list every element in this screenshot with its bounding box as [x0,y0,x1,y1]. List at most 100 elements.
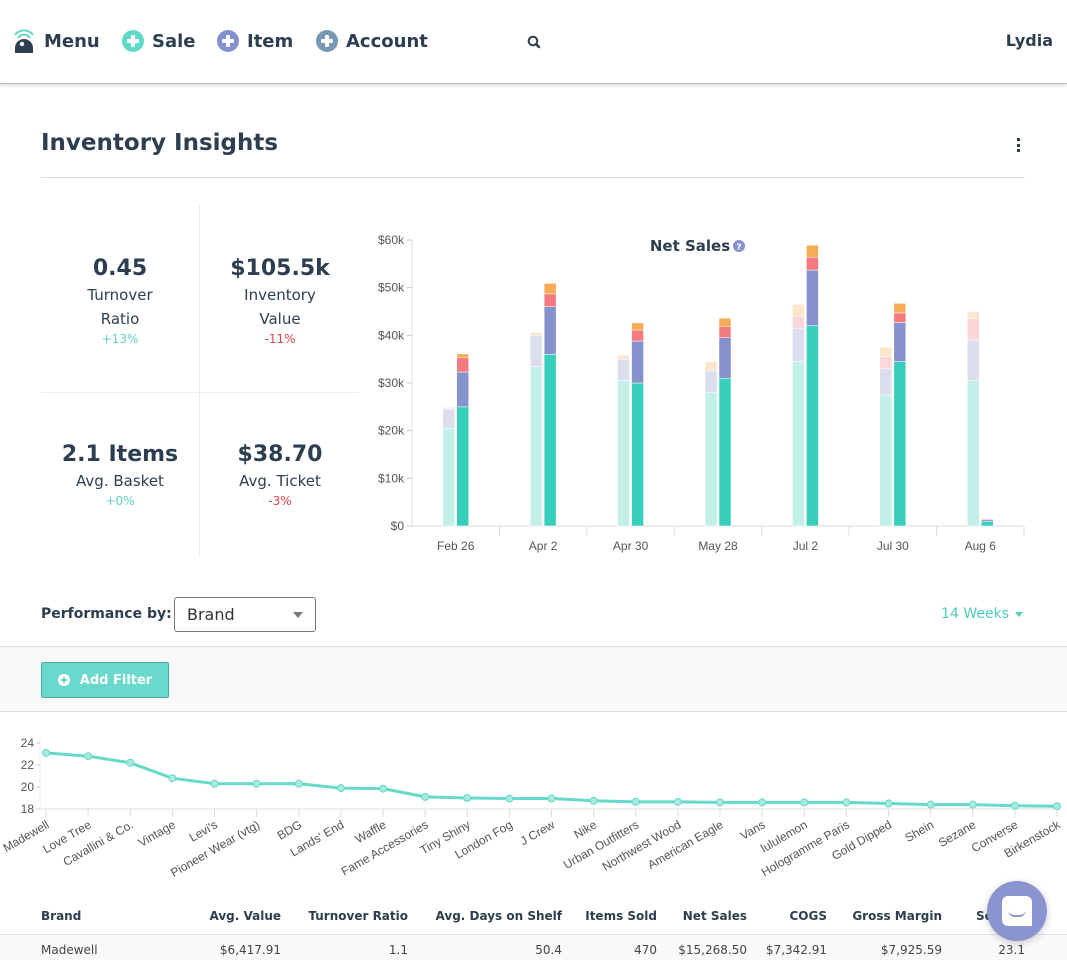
bar-current-segment-1 [456,406,469,527]
column-header-avg-days-on-shelf[interactable]: Avg. Days on Shelf [435,909,562,923]
x-tick-label: Vans [738,817,768,842]
item-label: Item [247,30,294,52]
bar-current-segment-4 [631,322,644,331]
bar-current-segment-3 [631,329,644,342]
bar-current-segment-4 [543,283,557,295]
chat-launcher-button[interactable] [987,881,1047,941]
bar-current-segment-4 [981,518,994,520]
data-point [126,758,135,767]
performance-by-label: Performance by: [41,606,172,622]
bar-previous-segment-3 [967,318,980,341]
bar-current-segment-1 [806,325,819,527]
column-header-cogs[interactable]: COGS [789,909,828,923]
bar-previous-segment-1 [617,380,630,527]
data-point [673,797,682,806]
menu-button[interactable]: Menu [12,28,100,54]
data-point [716,798,724,807]
period-dropdown[interactable]: 14 Weeks [941,606,1023,622]
y-tick-label: $30k [378,376,405,390]
kpi-avg-ticket: $38.70 Avg. Ticket -3% [201,441,359,509]
plus-circle-icon [316,30,338,52]
bar-current-segment-2 [718,337,732,379]
x-tick-label: Feb 26 [437,539,475,553]
bar-previous-segment-1 [879,394,893,527]
column-header-avg-value[interactable]: Avg. Value [209,909,281,923]
plus-circle-icon [122,30,144,52]
x-tick-label: J Crew [518,817,558,848]
data-point [252,779,261,788]
plus-circle-icon [217,30,239,52]
bar-current-segment-3 [806,256,819,271]
table-row: Madewell $6,417.91 1.1 50.4 470 $15,268.… [0,935,1067,960]
user-menu[interactable]: Lydia [1005,31,1053,50]
bar-current-segment-3 [456,357,469,373]
data-point [210,779,219,788]
bar-previous-segment-3 [792,316,805,329]
brand-link[interactable]: Madewell [41,943,98,957]
more-options-button[interactable] [1012,137,1024,153]
bar-previous-segment-2 [879,368,893,396]
logo-icon [14,29,34,53]
cell-avg-value: $6,417.91 [219,943,281,957]
x-tick-label: Apr 30 [613,539,649,553]
top-nav: Menu Sale Item Account Lydia [0,0,1067,84]
y-tick-label: $0 [391,519,405,533]
new-sale-button[interactable]: Sale [122,28,196,54]
bar-current-segment-3 [543,293,557,307]
bar-previous-segment-2 [529,335,543,367]
column-header-items-sold[interactable]: Items Sold [585,909,657,923]
new-item-button[interactable]: Item [217,28,293,54]
data-point [1010,801,1019,810]
cell-partial: 23.1 [998,943,1025,957]
add-filter-button[interactable]: Add Filter [41,662,169,698]
bar-previous-segment-4 [792,304,805,317]
data-point [800,798,809,807]
bar-current-segment-2 [893,322,907,362]
net-sales-chart: $0 $10k $20k $30k $40k $50k $60k Feb 26 Apr 2 Apr… [378,233,1025,553]
kpi-change: +13% [101,332,139,346]
column-header-gross-margin[interactable]: Gross Margin [852,909,942,923]
data-point [758,798,767,807]
data-point [84,752,93,761]
kpi-label: Ratio [100,310,140,328]
page-title: Inventory Insights [41,130,279,156]
bar-previous-segment-2 [967,339,980,381]
x-tick-label: Aug 6 [965,539,997,553]
bar-current-segment-3 [893,312,907,323]
help-icon-glyph: ? [736,243,741,253]
data-point [336,784,345,793]
new-account-button[interactable]: Account [316,28,428,54]
y-tick-label: 22 [21,758,35,772]
data-point [168,774,177,783]
bar-current-segment-1 [543,354,557,527]
data-point [631,797,640,806]
column-header-brand[interactable]: Brand [41,909,82,923]
period-label: 14 Weeks [941,606,1009,622]
kpi-change: -11% [264,332,296,346]
bar-current-segment-1 [981,520,994,527]
chevron-down-icon [1015,611,1023,617]
data-point [294,779,303,788]
cell-gross-margin: $7,925.59 [880,943,942,957]
bar-current-segment-4 [893,303,907,314]
bar-previous-segment-1 [442,428,455,527]
data-point [421,792,430,801]
x-tick-label: May 28 [698,539,738,553]
performance-by-select[interactable]: Brand [174,597,316,632]
filter-bar: Add Filter [0,646,1067,712]
search-icon [527,35,541,49]
kpi-label: Inventory [244,286,316,304]
column-header-turnover-ratio[interactable]: Turnover Ratio [308,909,408,923]
bar-previous-segment-1 [704,392,718,527]
divider [41,177,1025,178]
bar-previous-segment-2 [617,358,630,381]
data-point [589,796,598,805]
chevron-down-icon [293,611,303,618]
data-point [1053,802,1061,811]
divider [41,392,359,393]
data-point [842,798,851,807]
search-button[interactable] [525,33,543,51]
column-header-net-sales[interactable]: Net Sales [682,909,747,923]
kpi-value: $38.70 [237,442,323,467]
